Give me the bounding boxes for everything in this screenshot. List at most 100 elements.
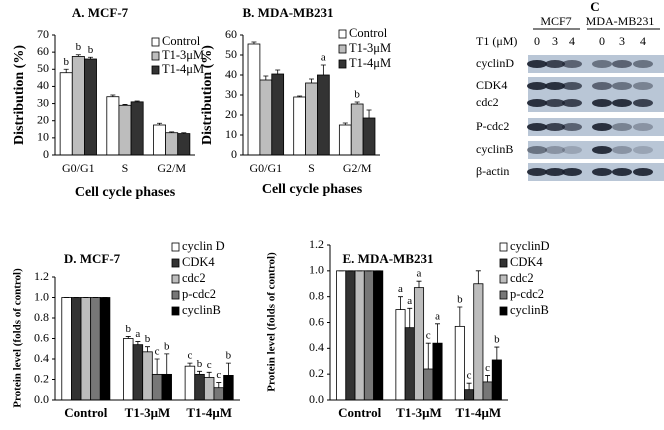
legend-label: cyclinD (510, 239, 550, 253)
legend-swatch (151, 51, 160, 61)
blot-band (527, 60, 547, 68)
blot-band (633, 99, 653, 107)
blot-band (592, 99, 612, 107)
blot-band (633, 123, 653, 131)
annotation: a (417, 268, 422, 280)
annotation: c (155, 346, 160, 358)
bar (184, 365, 196, 401)
blot-band (527, 82, 547, 90)
y-tick-label: 0.6 (309, 314, 324, 328)
error-bar (169, 131, 175, 133)
chart-title: B. MDA-MB231 (243, 5, 334, 20)
y-tick-label: 10 (225, 127, 237, 141)
error-bar (275, 69, 281, 74)
y-tick-label: 0.4 (34, 351, 49, 365)
bar (373, 270, 384, 401)
bar (345, 270, 356, 401)
annotation: a (321, 52, 326, 64)
y-tick-label: 70 (37, 27, 49, 41)
error-bar (154, 358, 160, 375)
bar (71, 297, 82, 401)
error-bar (397, 296, 403, 310)
bar (317, 74, 330, 156)
x-tick-label: T1-4μM (456, 405, 502, 420)
blot-band (612, 82, 632, 90)
annotation: c (187, 350, 192, 362)
legend-label: CDK4 (182, 255, 215, 269)
legend-label: p-cdc2 (510, 287, 544, 301)
x-tick-label: T1-3μM (125, 405, 171, 420)
blot-band (592, 123, 612, 131)
annotation: b (63, 56, 69, 68)
bar (123, 338, 134, 401)
y-tick-label: 50 (225, 47, 237, 61)
blot-band (633, 60, 653, 68)
error-bar (494, 346, 500, 360)
annotation: b (354, 89, 360, 101)
blot-band (562, 82, 582, 90)
error-bar (110, 94, 116, 97)
axis-line (54, 35, 195, 156)
blot-row-label: P-cdc2 (476, 119, 509, 133)
blot-band (545, 82, 565, 90)
dose: 0 (599, 34, 605, 48)
bar (153, 124, 166, 156)
legend-label: T1-3μM (162, 48, 204, 62)
x-tick-label: T1-3μM (396, 405, 442, 420)
bar (464, 389, 475, 401)
bar (90, 297, 101, 401)
blot-band (592, 60, 612, 68)
bar (293, 96, 306, 156)
bar (362, 117, 376, 156)
error-bar (435, 323, 441, 344)
error-bar (457, 306, 463, 327)
bar (454, 325, 465, 401)
bar (482, 381, 493, 401)
blot-band (562, 168, 582, 176)
y-tick-label: 40 (37, 78, 49, 92)
x-tick-label: Control (338, 405, 381, 420)
y-tick-label: 60 (37, 44, 49, 58)
group-label: MCF7 (540, 14, 571, 28)
annotation: c (216, 369, 221, 381)
x-tick-label: G2/M (343, 161, 372, 175)
bar (305, 82, 318, 156)
error-bar (309, 78, 314, 83)
error-bar (122, 104, 128, 106)
bar (118, 104, 132, 156)
blot-band (612, 168, 632, 176)
legend-swatch (171, 290, 180, 300)
blot-band (612, 60, 632, 68)
blot-row-label: CDK4 (476, 78, 507, 92)
blot-band (612, 146, 632, 154)
legend-label: T1-4μM (349, 56, 391, 70)
group-label: MDA-MB231 (586, 14, 655, 28)
y-tick-label: 30 (37, 95, 49, 109)
bar (203, 377, 215, 401)
dose: 0 (534, 34, 540, 48)
error-bar (134, 100, 140, 102)
error-bar (297, 95, 303, 97)
error-bar (354, 101, 360, 104)
error-bar (475, 270, 481, 284)
y-tick-label: 0.8 (309, 288, 324, 302)
blot-band (633, 168, 653, 176)
annotation: b (88, 44, 94, 56)
blot-band (527, 146, 547, 154)
legend-swatch (338, 44, 347, 54)
annotation: c (467, 370, 472, 382)
legend-label: cyclinB (510, 303, 549, 317)
legend-label: cdc2 (182, 271, 206, 285)
axis-line (329, 245, 508, 401)
bar (432, 342, 443, 401)
bar (423, 368, 434, 401)
error-bar (125, 336, 131, 339)
legend-swatch (338, 59, 347, 69)
chart-title: D. MCF-7 (64, 251, 121, 266)
annotation: b (76, 41, 82, 53)
error-bar (187, 362, 193, 367)
bar (194, 373, 205, 401)
blot-band (527, 168, 547, 176)
blot-band (612, 123, 632, 131)
blot-row-label: β-actin (476, 164, 509, 178)
